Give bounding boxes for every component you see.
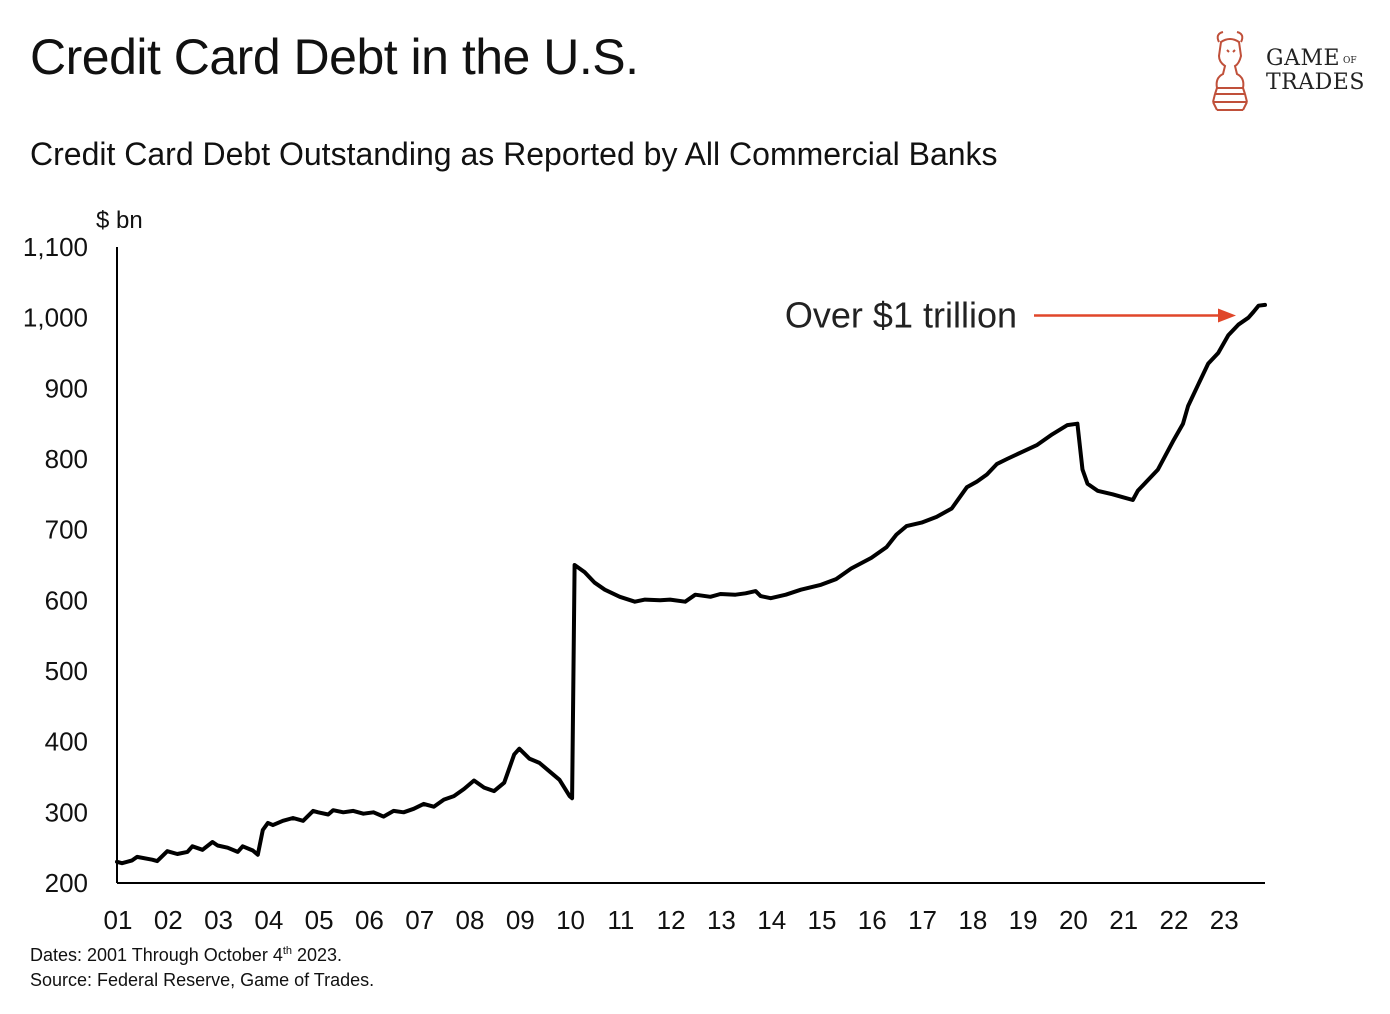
y-tick-label: 800 (45, 444, 88, 474)
chart-title: Credit Card Debt in the U.S. (30, 29, 639, 85)
x-tick-label: 15 (808, 905, 837, 935)
x-tick-label: 03 (204, 905, 233, 935)
x-tick-label: 02 (154, 905, 183, 935)
y-tick-label: 700 (45, 515, 88, 545)
y-tick-label: 900 (45, 373, 88, 403)
footnote-dates-suffix: 2023. (292, 945, 343, 965)
x-tick-label: 20 (1059, 905, 1088, 935)
x-tick-label: 17 (908, 905, 937, 935)
logo-text-of: OF (1343, 56, 1357, 66)
footnote-source: Source: Federal Reserve, Game of Trades. (30, 970, 375, 990)
x-tick-label: 08 (456, 905, 485, 935)
x-tick-label: 11 (607, 905, 634, 935)
chart-subtitle: Credit Card Debt Outstanding as Reported… (30, 136, 998, 172)
x-tick-label: 16 (858, 905, 887, 935)
annotation-label: Over $1 trillion (785, 295, 1017, 336)
footnote-dates-sup: th (282, 945, 293, 957)
annotation-arrow-head (1218, 308, 1236, 323)
y-tick-label: 400 (45, 727, 88, 757)
series-line (115, 302, 1267, 866)
x-tick-label: 13 (707, 905, 736, 935)
footnote-dates: Dates: 2001 Through October 4th 2023. (30, 945, 342, 966)
x-tick-label: 05 (305, 905, 334, 935)
logo-text-trades: TRADES (1266, 70, 1365, 95)
y-tick-label: 500 (45, 656, 88, 686)
y-tick-label: 1,000 (23, 303, 88, 333)
footnote-dates-prefix: Dates: 2001 Through October 4 (30, 945, 283, 965)
y-tick-label: 600 (45, 585, 88, 615)
x-tick-label: 18 (958, 905, 987, 935)
x-tick-label: 04 (254, 905, 283, 935)
x-tick-label: 07 (405, 905, 434, 935)
x-tick-label: 12 (657, 905, 686, 935)
x-tick-label: 21 (1109, 905, 1138, 935)
x-tick-label: 14 (757, 905, 786, 935)
x-tick-label: 10 (556, 905, 585, 935)
y-tick-label: 1,100 (23, 232, 88, 262)
x-tick-label: 23 (1210, 905, 1239, 935)
y-axis-unit-label: $ bn (96, 207, 143, 234)
x-tick-label: 09 (506, 905, 535, 935)
y-tick-label: 200 (45, 868, 88, 898)
x-tick-label: 06 (355, 905, 384, 935)
x-tick-label: 19 (1009, 905, 1038, 935)
x-tick-label: 01 (104, 905, 133, 935)
y-tick-label: 300 (45, 797, 88, 827)
x-tick-label: 22 (1160, 905, 1189, 935)
logo-text-game: GAME (1266, 46, 1341, 71)
bull-knight-icon (1212, 31, 1248, 111)
